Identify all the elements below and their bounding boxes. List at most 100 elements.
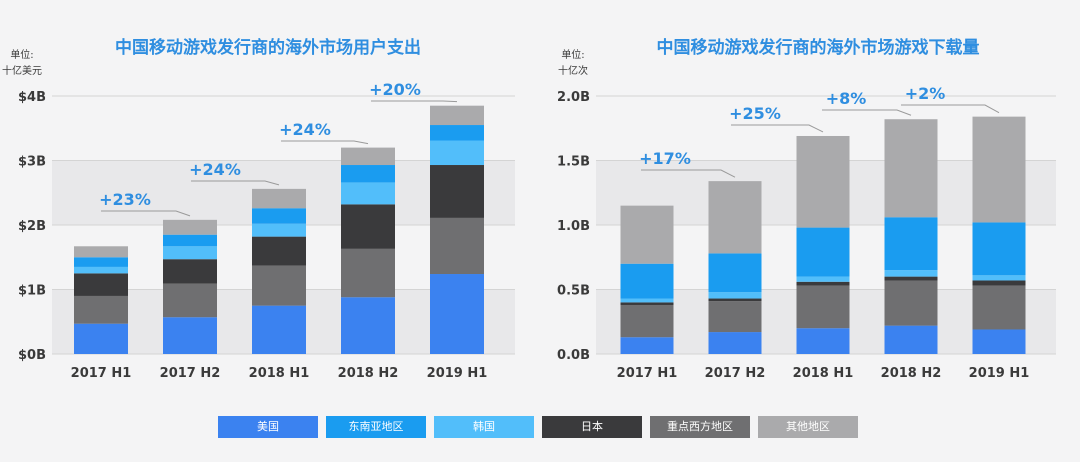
y-tick-label: $3B <box>18 155 46 170</box>
legend-item-japan: 日本 <box>542 416 642 438</box>
y-tick-label: 0.5B <box>557 284 590 299</box>
y-tick-label: 1.5B <box>557 155 590 170</box>
growth-annotation: +17% <box>639 149 691 168</box>
bar-segment <box>74 266 128 274</box>
bar-segment <box>74 273 128 296</box>
bar-segment <box>163 246 217 260</box>
bar-segment <box>163 234 217 247</box>
bar-segment <box>620 298 674 303</box>
bar-segment <box>884 280 938 326</box>
chart-title: 中国移动游戏发行商的海外市场游戏下载量 <box>657 37 980 58</box>
bar-segment <box>341 182 395 205</box>
bar-segment <box>252 236 306 266</box>
annotation-leader <box>281 140 369 145</box>
x-tick-label: 2017 H2 <box>705 366 766 381</box>
legend: 美国 东南亚地区 韩国 日本 重点西方地区 其他地区 <box>218 416 858 438</box>
bar-segment <box>708 298 762 302</box>
bar-segment <box>341 248 395 298</box>
y-tick-label: $0B <box>18 348 46 363</box>
bar-segment <box>708 253 762 293</box>
legend-item-other: 其他地区 <box>758 416 858 438</box>
bar-segment <box>884 325 938 354</box>
x-tick-label: 2018 H2 <box>881 366 942 381</box>
legend-item-us: 美国 <box>218 416 318 438</box>
x-tick-label: 2018 H1 <box>793 366 854 381</box>
unit-label: 单位: <box>10 48 33 61</box>
annotation-leader <box>901 104 1000 114</box>
bar-segment <box>884 270 938 277</box>
bar-segment <box>252 208 306 224</box>
annotation-leader <box>101 210 191 217</box>
bar-segment <box>341 165 395 183</box>
bar-segment <box>620 302 674 305</box>
x-tick-label: 2017 H1 <box>617 366 678 381</box>
bar-segment <box>341 147 395 166</box>
bar-segment <box>163 317 217 354</box>
bar-segment <box>252 265 306 306</box>
unit-label: 单位: <box>561 48 584 61</box>
annotation-leader <box>822 109 912 116</box>
y-tick-label: $1B <box>18 284 46 299</box>
growth-annotation: +24% <box>189 160 241 179</box>
bar-segment <box>620 337 674 354</box>
y-tick-label: $2B <box>18 219 46 234</box>
bar-segment <box>796 285 850 329</box>
bar-segment <box>972 222 1026 276</box>
bar-segment <box>796 328 850 354</box>
bar-segment <box>972 280 1026 286</box>
x-tick-label: 2018 H1 <box>249 366 310 381</box>
bar-segment <box>74 295 128 324</box>
growth-annotation: +20% <box>369 80 421 99</box>
bar-segment <box>708 301 762 333</box>
bar-segment <box>620 205 674 264</box>
growth-annotation: +24% <box>279 120 331 139</box>
bar-segment <box>430 274 484 354</box>
bar-segment <box>708 292 762 299</box>
bar-segment <box>884 276 938 281</box>
growth-annotation: +2% <box>905 84 946 103</box>
bar-segment <box>430 165 484 218</box>
annotation-leader <box>371 100 458 103</box>
bar-segment <box>74 246 128 258</box>
bar-segment <box>796 135 850 228</box>
x-tick-label: 2019 H1 <box>969 366 1030 381</box>
bar-segment <box>163 283 217 318</box>
x-tick-label: 2019 H1 <box>427 366 488 381</box>
bar-segment <box>430 140 484 166</box>
bar-segment <box>620 263 674 299</box>
bar-segment <box>796 227 850 277</box>
y-tick-label: $4B <box>18 90 46 105</box>
chart-title: 中国移动游戏发行商的海外市场用户支出 <box>115 37 421 58</box>
bar-segment <box>708 332 762 354</box>
bar-segment <box>884 119 938 218</box>
bar-segment <box>884 217 938 271</box>
annotation-leader <box>731 124 824 133</box>
growth-annotation: +8% <box>826 89 867 108</box>
bar-segment <box>252 305 306 354</box>
y-tick-label: 1.0B <box>557 219 590 234</box>
unit-label: 十亿美元 <box>2 64 42 77</box>
bar-segment <box>972 275 1026 281</box>
bar-segment <box>341 297 395 354</box>
legend-item-korea: 韩国 <box>434 416 534 438</box>
bar-segment <box>620 304 674 338</box>
bar-segment <box>972 329 1026 354</box>
bar-segment <box>708 181 762 254</box>
bar-segment <box>252 223 306 237</box>
x-tick-label: 2017 H1 <box>71 366 132 381</box>
bar-segment <box>972 116 1026 223</box>
bar-segment <box>430 217 484 275</box>
bar-segment <box>163 219 217 235</box>
unit-label: 十亿次 <box>558 64 588 77</box>
legend-item-west: 重点西方地区 <box>650 416 750 438</box>
x-tick-label: 2018 H2 <box>338 366 399 381</box>
bar-segment <box>341 204 395 249</box>
y-tick-label: 2.0B <box>557 90 590 105</box>
growth-annotation: +23% <box>99 190 151 209</box>
bar-segment <box>74 257 128 267</box>
y-tick-label: 0.0B <box>557 348 590 363</box>
bar-segment <box>163 259 217 284</box>
